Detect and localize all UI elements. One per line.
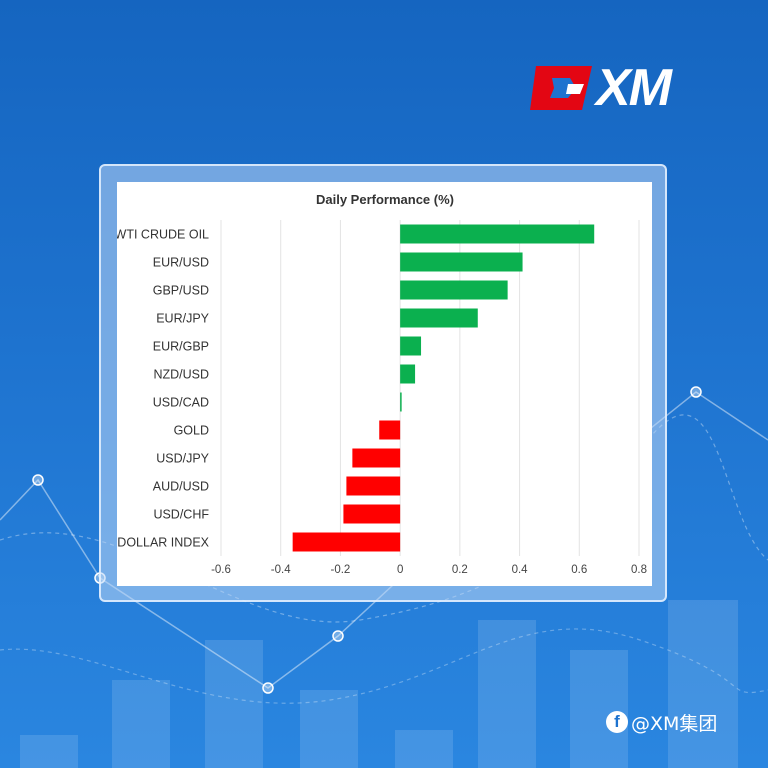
x-tick-label: -0.2	[331, 564, 351, 576]
logo-text: XM	[596, 59, 672, 117]
x-tick-label: 0.2	[452, 564, 468, 576]
chart-title: Daily Performance (%)	[316, 192, 454, 207]
category-label: USD/JPY	[156, 452, 209, 466]
bar	[400, 392, 402, 412]
category-labels: WTI CRUDE OIL EUR/USD GBP/USD EUR/JPY EUR/GB…	[117, 228, 210, 550]
xm-logo-mark	[530, 66, 592, 110]
x-tick-label: -0.4	[271, 564, 291, 576]
gridlines	[220, 220, 640, 556]
bar	[343, 504, 401, 524]
bar	[400, 336, 422, 356]
category-label: USD/CHF	[153, 508, 209, 522]
category-label: USD/CAD	[153, 396, 209, 410]
bar-chart: Daily Performance (%) WTI CRUDE OIL EUR/U…	[117, 192, 647, 576]
social-watermark: f @XM集团	[606, 708, 717, 736]
bar	[400, 280, 508, 300]
x-tick-label: 0	[397, 564, 403, 576]
category-label: EUR/GBP	[153, 340, 209, 354]
bar	[400, 224, 595, 244]
bar	[400, 364, 416, 384]
category-label: EUR/USD	[153, 256, 209, 270]
bar	[379, 420, 401, 440]
category-label: DOLLAR INDEX	[117, 536, 209, 550]
x-tick-label: 0.8	[631, 564, 647, 576]
bar	[346, 476, 401, 496]
xm-logo: XM	[530, 59, 708, 117]
bar	[400, 308, 478, 328]
bar	[352, 448, 401, 468]
category-label: NZD/USD	[153, 368, 209, 382]
category-label: GOLD	[174, 424, 209, 438]
facebook-icon: f	[606, 711, 628, 733]
category-label: WTI CRUDE OIL	[117, 228, 209, 242]
tick-labels: -0.6 -0.4 -0.2 0 0.2 0.4 0.6 0.8	[211, 564, 647, 576]
category-label: GBP/USD	[153, 284, 209, 298]
x-tick-label: -0.6	[211, 564, 231, 576]
bar	[400, 252, 523, 272]
bar	[292, 532, 401, 552]
x-tick-label: 0.4	[512, 564, 529, 576]
category-label: AUD/USD	[153, 480, 209, 494]
bars	[292, 224, 595, 552]
category-label: EUR/JPY	[156, 312, 209, 326]
watermark-handle: @XM集团	[631, 712, 718, 735]
chart-container: Daily Performance (%) WTI CRUDE OIL EUR/U…	[117, 182, 652, 586]
x-tick-label: 0.6	[571, 564, 587, 576]
